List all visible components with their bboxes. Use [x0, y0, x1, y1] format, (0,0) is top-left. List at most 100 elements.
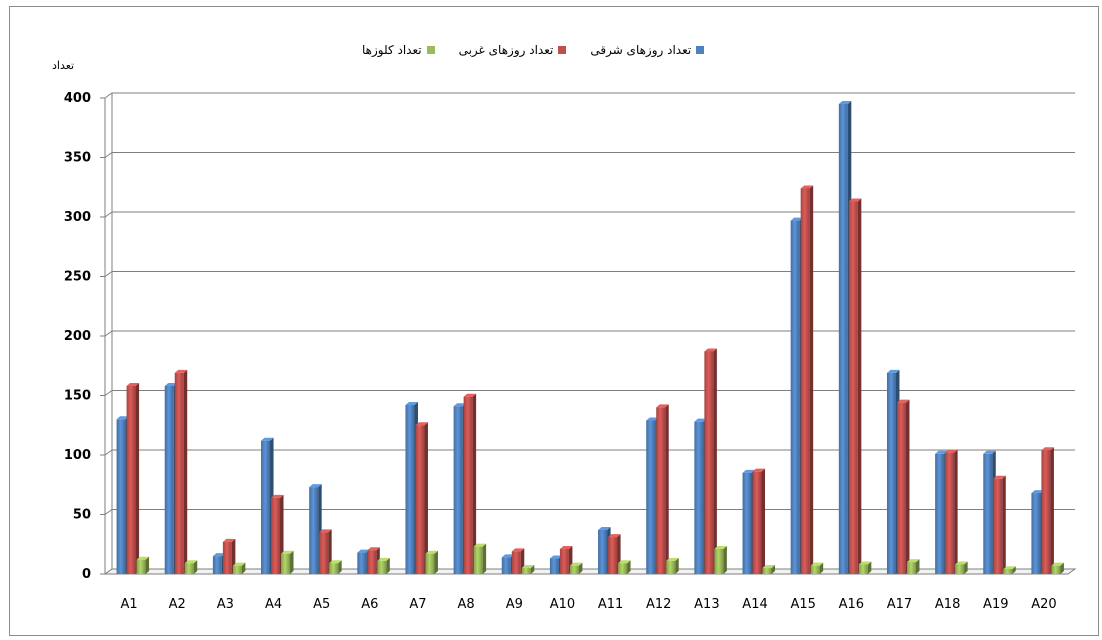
bar-side	[424, 422, 428, 574]
bar-side	[1050, 447, 1054, 574]
bar-top	[993, 475, 1006, 479]
x-tick-label: A20	[1031, 597, 1056, 612]
bar-top	[598, 526, 611, 530]
bar	[752, 471, 762, 574]
bar-top	[281, 550, 294, 554]
bar	[281, 553, 291, 574]
x-tick-label: A7	[409, 597, 426, 612]
y-tick-label: 150	[64, 389, 91, 404]
x-tick-label: A8	[458, 597, 475, 612]
legend-swatch-clauses	[426, 46, 435, 54]
bar	[646, 420, 656, 574]
bar-side	[964, 561, 968, 574]
bar-top	[116, 416, 130, 420]
bar-top	[473, 543, 487, 547]
y-tick-label: 50	[73, 508, 91, 523]
gridline-diagonal	[104, 449, 113, 456]
x-tick-label: A16	[839, 597, 864, 612]
x-tick-label: A13	[694, 597, 719, 612]
x-tick-label: A15	[790, 597, 815, 612]
bar-top	[136, 556, 150, 560]
bar	[405, 405, 415, 574]
bar	[549, 558, 559, 574]
bar-side	[809, 185, 814, 574]
x-tick-label: A12	[646, 597, 671, 612]
bar-side	[472, 393, 477, 574]
bar	[415, 425, 425, 574]
bar	[694, 421, 704, 574]
bar-top	[800, 185, 814, 189]
bar	[164, 385, 174, 574]
bar-top	[501, 554, 515, 558]
bar	[906, 562, 916, 574]
y-tick-label: 0	[82, 567, 91, 582]
bar-top	[810, 562, 824, 566]
bar	[136, 559, 146, 574]
bar	[501, 557, 511, 574]
bar	[261, 440, 271, 574]
bar-top	[126, 382, 140, 386]
bar	[511, 551, 521, 574]
bar	[559, 549, 569, 574]
bar-side	[1060, 562, 1064, 574]
bar-top	[742, 469, 756, 473]
bar	[810, 565, 820, 574]
chart-frame: 0 50 100 150 200 250 300 350 400 A1 A2 A3 A4 A5 A6 A7 A8…	[9, 6, 1099, 636]
bar-side	[290, 550, 294, 574]
bar	[367, 550, 377, 574]
bar-side	[819, 562, 824, 574]
legend-item-clauses: تعداد کلوزها	[362, 43, 435, 57]
bar-side	[135, 382, 140, 574]
bar-top	[694, 418, 707, 422]
bar-top	[752, 468, 766, 472]
x-tick-label: A17	[887, 597, 912, 612]
bar	[983, 453, 993, 574]
bar-top	[646, 417, 659, 421]
bar-top	[569, 562, 583, 566]
bar-top	[367, 547, 380, 551]
bar	[377, 560, 387, 574]
legend: تعداد روزهای شرقی تعداد روزهای غربی تعدا…	[362, 43, 705, 57]
y-tick-label: 400	[64, 91, 91, 106]
bar	[1031, 493, 1041, 574]
bar-side	[723, 546, 727, 574]
bar-top	[212, 553, 226, 557]
bar	[357, 552, 367, 574]
bar-side	[482, 543, 487, 574]
x-tick-label: A19	[983, 597, 1008, 612]
gridline-diagonal	[104, 92, 113, 99]
bar	[762, 568, 772, 574]
bar-side	[665, 404, 669, 574]
bar-top	[666, 557, 679, 561]
bar-top	[329, 560, 342, 564]
bar	[666, 560, 676, 574]
bar-top	[549, 555, 563, 559]
bar-side	[434, 550, 438, 574]
bar	[212, 556, 222, 574]
bar-top	[618, 560, 631, 564]
bar-side	[915, 559, 920, 574]
bar	[886, 372, 896, 574]
y-axis-label: تعداد	[52, 59, 75, 72]
bar	[742, 472, 752, 574]
bar-top	[762, 565, 776, 569]
bar-side	[1002, 475, 1006, 574]
bar-top	[955, 561, 968, 565]
bar-top	[184, 560, 198, 564]
bar	[598, 529, 608, 574]
bar-side	[386, 557, 390, 574]
bar	[838, 103, 848, 574]
legend-item-west: تعداد روزهای غربی	[459, 43, 567, 57]
x-tick-label: A9	[506, 597, 523, 612]
bar-top	[1031, 490, 1044, 494]
bar-top	[463, 393, 477, 397]
bar	[1041, 450, 1051, 574]
bar-side	[183, 369, 188, 574]
bar	[174, 372, 184, 574]
bar-top	[511, 548, 525, 552]
bar	[463, 396, 473, 574]
bar-side	[145, 556, 150, 574]
bar	[704, 351, 714, 574]
bar	[521, 568, 531, 574]
y-tick-label: 300	[64, 210, 91, 225]
